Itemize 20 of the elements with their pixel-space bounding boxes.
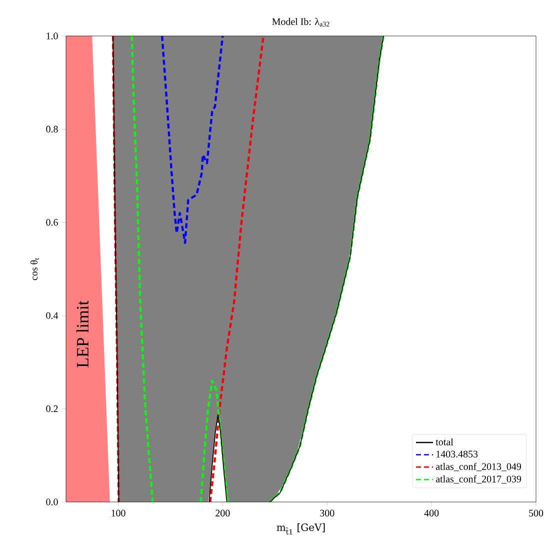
x-axis-title: m$_{t̃1}$ [GeV] (276, 523, 325, 534)
legend-label: atlas_conf_2017_039 (436, 475, 522, 484)
annotation: LEP limit (76, 300, 89, 368)
y-tick-label: 0.0 (46, 498, 58, 506)
x-tick-label: 400 (424, 510, 439, 516)
x-tick-label: 100 (112, 510, 126, 516)
legend-label: 1403.4853 (436, 450, 478, 458)
line-series (160, 36, 224, 244)
x-tick-label: 200 (216, 510, 230, 516)
y-tick-label: 0.4 (46, 312, 58, 319)
x-tick-label: 300 (320, 510, 334, 516)
y-tick-label: 0.2 (46, 405, 58, 412)
y-tick-label: 1.0 (46, 32, 58, 40)
y-tick-label: 0.8 (46, 126, 58, 133)
legend-label: total (436, 438, 454, 446)
y-tick-label: 0.6 (46, 219, 58, 226)
chart-title: Model Ib: λ$_{a32}$ (272, 18, 330, 26)
x-tick-label: 500 (529, 510, 544, 516)
legend-label: atlas_conf_2013_049 (436, 462, 522, 472)
y-axis-title: cos θ$_{t}$ (30, 258, 39, 280)
